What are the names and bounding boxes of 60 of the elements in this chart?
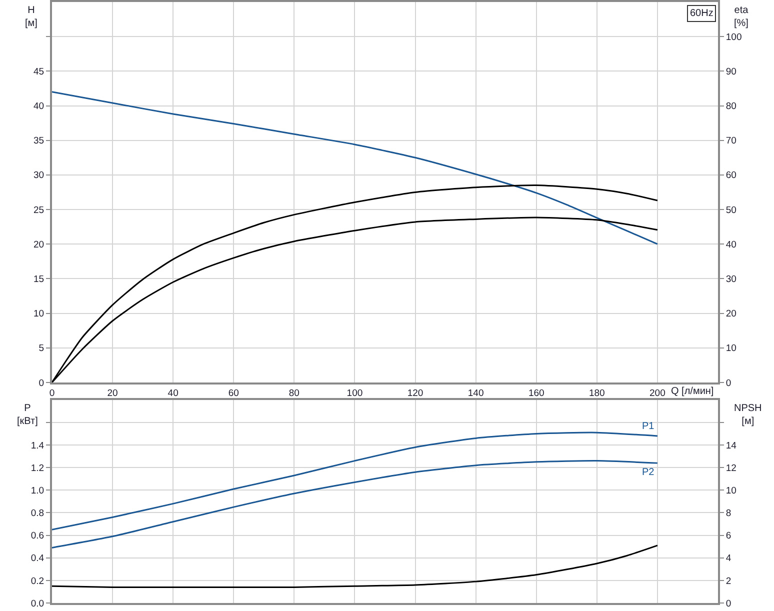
y-tick-label: 15 (34, 274, 44, 286)
y2-tick-label: 100 (726, 32, 742, 43)
y-tick-label: 0.8 (30, 508, 44, 520)
y2-tick-label: 8 (726, 508, 732, 520)
y-tick-label: 5 (38, 343, 44, 354)
x-axis-title: Q [л/мин] (671, 386, 714, 397)
y-tick-label: 1.2 (30, 462, 44, 474)
y-tick-label: 0.4 (30, 553, 44, 564)
y2-tick-label: 14 (726, 440, 736, 452)
y2-tick-label: 10 (726, 343, 736, 354)
line-series (52, 91, 658, 245)
x-tick-label: 200 (650, 388, 666, 399)
y2-tick-label: 70 (726, 136, 736, 147)
y2-tick-label: 90 (726, 66, 736, 78)
x-tick-label: 40 (168, 388, 178, 399)
y2-tick-label: 0 (726, 378, 732, 389)
x-tick-label: 180 (588, 388, 605, 399)
y-tick-label: 25 (34, 204, 44, 216)
y2-tick-label: 6 (726, 530, 732, 542)
y2-axis-title: NPSH [м] (734, 403, 762, 427)
y-axis-title: P [кВт] (17, 403, 38, 427)
y-tick-label: 20 (34, 239, 44, 250)
y2-tick-label: 12 (726, 462, 736, 474)
y-tick-label: 1.4 (30, 440, 44, 452)
y2-axis-title: eta [%] (734, 5, 749, 29)
y2-tick-label: 50 (726, 204, 736, 216)
x-tick-label: 80 (288, 388, 300, 399)
y-tick-label: 10 (34, 308, 44, 320)
x-tick-label: 160 (528, 388, 544, 399)
y2-tick-label: 0 (726, 598, 732, 610)
y2-tick-label: 30 (726, 274, 736, 286)
y2-tick-label: 60 (726, 170, 736, 182)
y-tick-label: 0.6 (30, 530, 44, 542)
y-tick-label: 0.0 (30, 598, 44, 610)
line-series (52, 460, 658, 548)
annotation: 60Hz (690, 8, 714, 19)
y-tick-label: 0.2 (30, 576, 44, 587)
y-tick-label: 1.0 (30, 485, 44, 496)
y2-tick-label: 40 (726, 239, 736, 250)
y-tick-label: 35 (34, 136, 44, 147)
y2-tick-label: 80 (726, 101, 736, 112)
y-tick-label: 40 (34, 101, 44, 112)
x-tick-label: 120 (407, 388, 424, 399)
y2-tick-label: 20 (726, 308, 736, 320)
x-tick-label: 20 (107, 388, 118, 399)
y-tick-label: 30 (34, 170, 44, 182)
line-series (52, 544, 658, 588)
y-tick-label: 0 (38, 378, 44, 389)
y2-tick-label: 10 (726, 485, 736, 496)
x-tick-label: 60 (228, 388, 239, 399)
y2-tick-label: 2 (726, 576, 732, 587)
series-label: P1 (642, 421, 655, 432)
line-series (52, 432, 658, 530)
y-tick-label: 45 (34, 66, 44, 78)
x-tick-label: 140 (468, 388, 484, 399)
x-tick-label: 0 (49, 388, 55, 399)
y2-tick-label: 4 (726, 553, 732, 564)
series-label: P2 (642, 467, 655, 478)
y-axis-title: H [м] (25, 5, 38, 29)
x-tick-label: 100 (346, 388, 363, 399)
